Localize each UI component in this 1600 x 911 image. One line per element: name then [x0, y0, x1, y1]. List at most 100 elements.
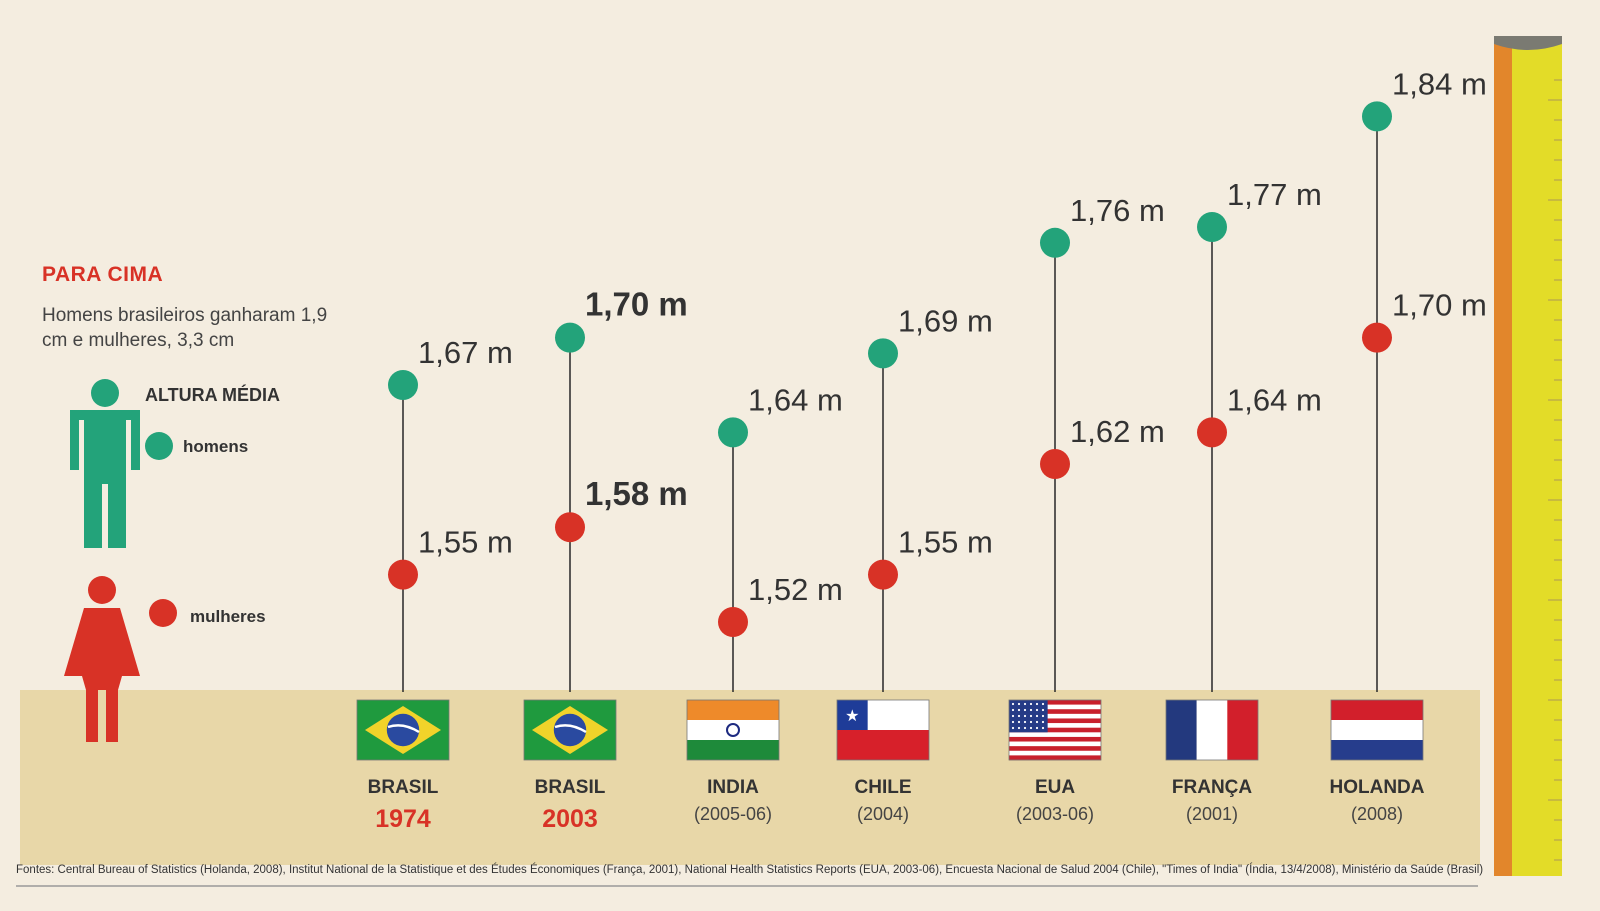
flag-stripe: [1009, 741, 1101, 747]
country-label: CHILE: [855, 777, 912, 798]
flag-star: [1029, 714, 1033, 718]
legend-men-dot: [145, 432, 173, 460]
women-value-label: 1,62 m: [1070, 414, 1165, 449]
flag-border: [523, 699, 617, 761]
men-dot: [1362, 101, 1392, 132]
flag-stripe: [1009, 732, 1101, 738]
period-label: (2005-06): [694, 804, 772, 824]
flag-star: [1035, 702, 1039, 706]
flag-star: [1017, 714, 1021, 718]
flag-brazil: [356, 699, 450, 761]
flag-stripe: [1009, 755, 1101, 761]
column-5: 1,76 m 1,62 m EUA (2003-06): [1008, 193, 1165, 824]
woman-body: [64, 608, 140, 742]
women-value-label: 1,70 m: [1392, 288, 1487, 323]
flag-star: [1017, 702, 1021, 706]
country-columns: 1,67 m 1,55 m BRASIL 1974 1,70 m 1,58 m BRASIL…: [356, 66, 1487, 833]
man-head: [91, 379, 119, 407]
country-label: HOLANDA: [1330, 777, 1425, 798]
women-value-label: 1,52 m: [748, 572, 843, 607]
flag-usa: [1008, 699, 1102, 761]
flag-border: [686, 699, 780, 761]
women-value-label: 1,58 m: [585, 475, 688, 512]
flag-star: [1035, 720, 1039, 724]
country-label: EUA: [1035, 777, 1075, 798]
legend-men-label: homens: [183, 437, 249, 456]
flag-star: ★: [845, 708, 859, 725]
flag-border: [1330, 699, 1424, 761]
flag-stripe: [1009, 704, 1101, 710]
height-ruler: [1494, 36, 1562, 876]
flag-star: [1029, 726, 1033, 730]
flag-star: [1035, 726, 1039, 730]
column-4: 1,69 m 1,55 m ★ CHILE (2004): [836, 303, 993, 824]
column-3: 1,64 m 1,52 m INDIA (2005-06): [686, 382, 843, 824]
woman-head: [88, 576, 116, 604]
column-7: 1,84 m 1,70 m HOLANDA (2008): [1330, 66, 1487, 824]
column-2: 1,70 m 1,58 m BRASIL 2003: [523, 286, 688, 833]
flag-star: [1041, 708, 1045, 712]
flag-star: [1029, 702, 1033, 706]
flag-stripe: [1009, 709, 1101, 715]
women-dot: [718, 607, 748, 637]
legend-women-dot: [149, 599, 177, 627]
flag-white: [1331, 720, 1423, 740]
flag-band: [554, 724, 587, 734]
flag-white: [1196, 700, 1228, 760]
men-value-label: 1,69 m: [898, 303, 993, 338]
men-dot: [1040, 227, 1070, 258]
flag-star: [1023, 702, 1027, 706]
women-dot: [1197, 417, 1227, 448]
men-value-label: 1,77 m: [1227, 177, 1322, 212]
flag-star: [1011, 726, 1015, 730]
flag-star: [1017, 726, 1021, 730]
flag-star: [1041, 714, 1045, 718]
flag-star: [1011, 714, 1015, 718]
country-label: BRASIL: [535, 777, 606, 798]
men-dot: [388, 370, 418, 400]
flag-green: [687, 740, 779, 760]
flag-star: [1029, 720, 1033, 724]
flag-saffron: [687, 700, 779, 720]
men-dot: [718, 417, 748, 448]
period-label: (2008): [1351, 804, 1403, 824]
flag-star: [1029, 708, 1033, 712]
flag-border: [356, 699, 450, 761]
country-label: BRASIL: [368, 777, 439, 798]
flag-star: [1011, 720, 1015, 724]
period-label: (2004): [857, 804, 909, 824]
flag-globe: [553, 713, 587, 747]
chart-kicker: PARA CIMA: [42, 263, 164, 286]
flag-star: [1023, 726, 1027, 730]
flag-star: [1041, 702, 1045, 706]
men-value-label: 1,76 m: [1070, 193, 1165, 228]
women-dot: [555, 512, 585, 543]
period-label: (2001): [1186, 804, 1238, 824]
flag-netherlands: [1330, 699, 1424, 761]
flag-red: [1227, 700, 1258, 760]
woman-icon: [64, 576, 140, 742]
women-dot: [1040, 449, 1070, 479]
period-label: (2003-06): [1016, 804, 1094, 824]
flag-stripe: [1009, 727, 1101, 733]
flag-border: [1165, 699, 1259, 761]
women-value-label: 1,64 m: [1227, 382, 1322, 417]
flag-france: [1165, 699, 1259, 761]
flag-chile: ★: [836, 699, 930, 761]
legend-title: ALTURA MÉDIA: [145, 385, 280, 405]
women-value-label: 1,55 m: [898, 525, 993, 560]
ruler-cap: [1494, 36, 1562, 50]
flag-border: [836, 699, 930, 761]
flag-canton: [1009, 700, 1048, 733]
flag-stripe: [1009, 713, 1101, 719]
men-dot: [555, 322, 585, 353]
flag-blue: [1166, 700, 1197, 760]
country-label: FRANÇA: [1172, 777, 1252, 798]
flag-star: [1035, 714, 1039, 718]
men-value-label: 1,67 m: [418, 335, 513, 370]
flag-star: [1023, 714, 1027, 718]
flag-red: [1331, 700, 1423, 720]
flag-stripe: [1009, 718, 1101, 724]
flag-stripe: [1009, 700, 1101, 705]
